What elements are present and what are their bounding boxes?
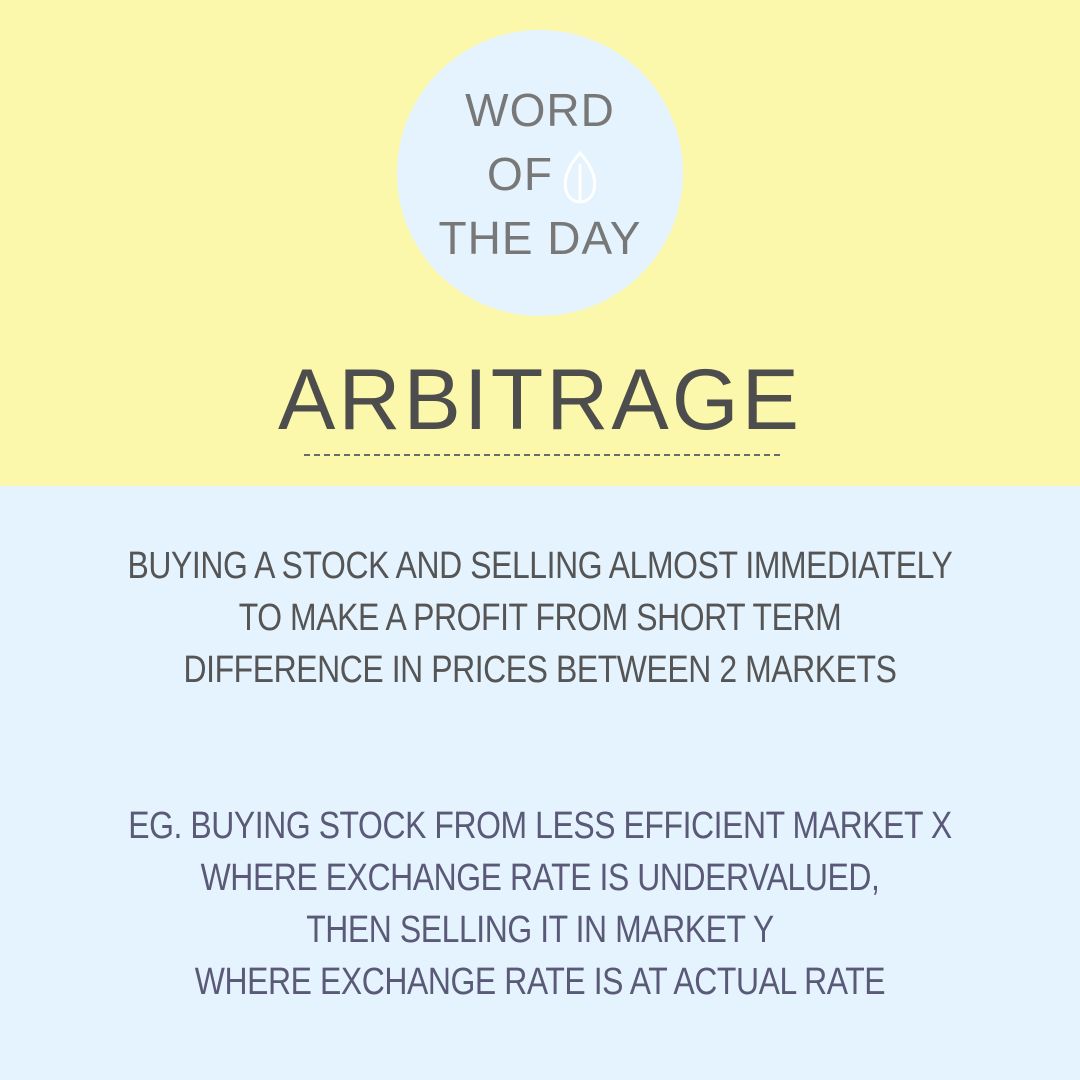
- example-line: THEN SELLING IT IN MARKET Y: [306, 909, 774, 951]
- featured-word: ARBITRAGE: [278, 352, 802, 448]
- word-of-the-day-badge: WORD OF THE DAY: [397, 30, 683, 316]
- example-line: WHERE EXCHANGE RATE IS AT ACTUAL RATE: [194, 961, 886, 1003]
- definition-line: TO MAKE A PROFIT FROM SHORT TERM: [238, 597, 842, 639]
- definition-line: BUYING A STOCK AND SELLING ALMOST IMMEDI…: [127, 545, 953, 587]
- definition-text: BUYING A STOCK AND SELLING ALMOST IMMEDI…: [120, 540, 960, 696]
- badge-line-of: OF: [487, 148, 553, 200]
- badge-line-word: WORD: [465, 84, 615, 136]
- example-line: EG. BUYING STOCK FROM LESS EFFICIENT MAR…: [128, 805, 952, 847]
- example-line: WHERE EXCHANGE RATE IS UNDERVALUED,: [200, 857, 880, 899]
- leaf-icon: [563, 150, 597, 204]
- definition-line: DIFFERENCE IN PRICES BETWEEN 2 MARKETS: [183, 649, 897, 691]
- bottom-panel: [0, 486, 1080, 1080]
- badge-line-the-day: THE DAY: [438, 212, 642, 264]
- example-text: EG. BUYING STOCK FROM LESS EFFICIENT MAR…: [120, 800, 960, 1008]
- dashed-divider: [304, 454, 780, 456]
